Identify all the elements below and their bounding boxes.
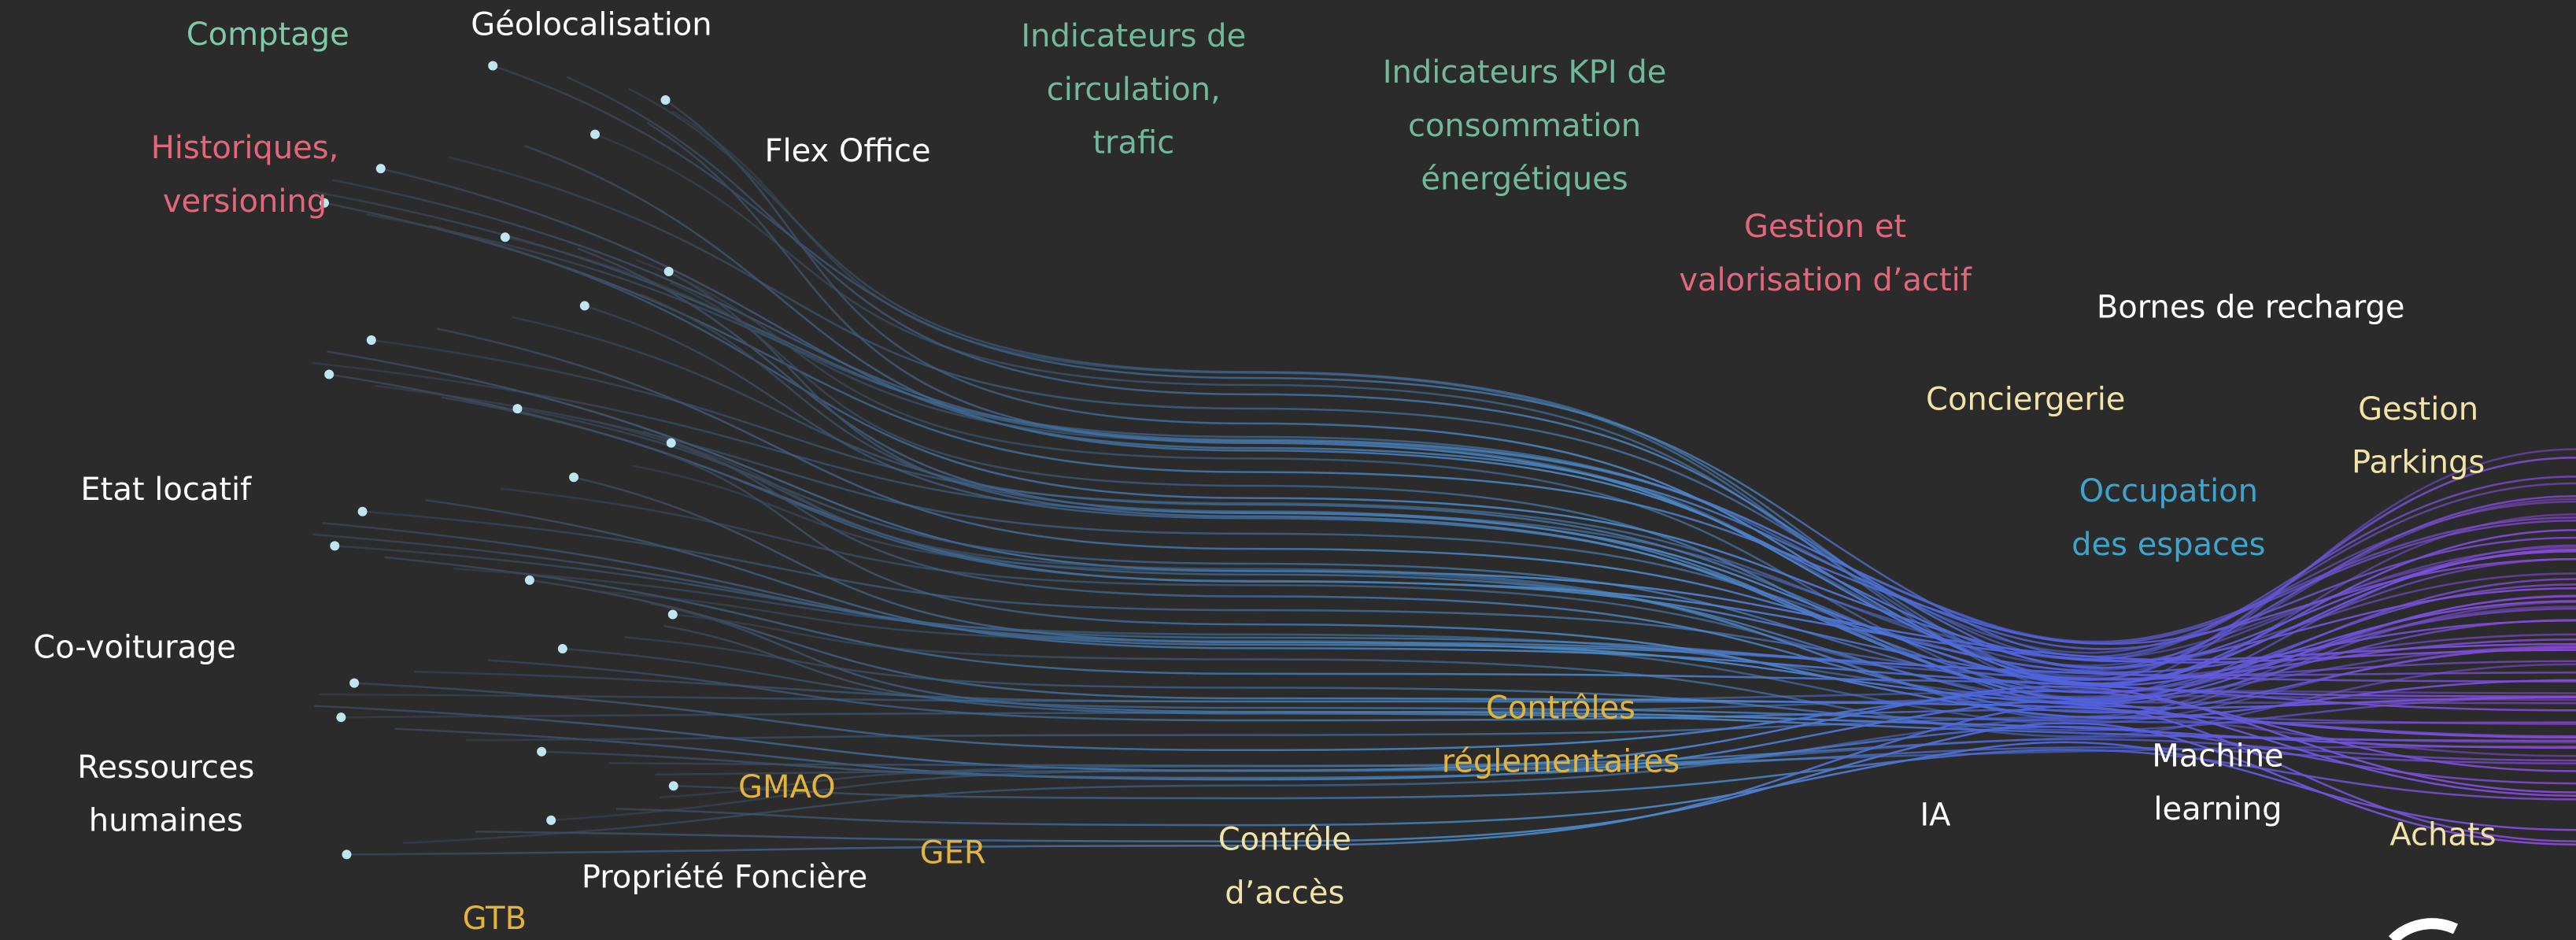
label-line: IA (1920, 797, 1951, 833)
label-line: humaines (89, 803, 243, 839)
label-line: consommation (1408, 108, 1641, 144)
label-line: Conciergerie (1926, 381, 2125, 417)
label-line: Etat locatif (80, 472, 252, 508)
label-line: Géolocalisation (471, 6, 711, 43)
dot (669, 781, 678, 790)
dot (546, 816, 556, 825)
label-line: Contrôle (1218, 822, 1351, 858)
label-line: Gestion et (1744, 209, 1906, 245)
label-line: Occupation (2079, 473, 2258, 509)
label-line: Comptage (187, 17, 349, 53)
dot (668, 609, 678, 619)
label-line: GMAO (738, 769, 836, 805)
label-line: GTB (463, 901, 527, 937)
label-line: Propriété Foncière (582, 860, 867, 896)
dot (501, 232, 510, 242)
dot (664, 267, 674, 276)
dot (661, 95, 671, 105)
label-line: énergétiques (1421, 161, 1628, 198)
dot (525, 575, 534, 585)
label-line: des espaces (2072, 527, 2265, 563)
label-line: trafic (1092, 125, 1174, 161)
dot (537, 747, 546, 757)
dot (512, 404, 522, 413)
label-line: Bornes de recharge (2097, 289, 2405, 325)
dot (569, 472, 578, 482)
dot (367, 335, 376, 345)
dot (358, 507, 368, 516)
dot (349, 679, 359, 688)
label-line: Indicateurs KPI de (1383, 54, 1667, 91)
label-line: réglementaires (1442, 744, 1680, 780)
label-line: versioning (163, 183, 327, 220)
label-line: Co-voiturage (33, 630, 236, 666)
dot (580, 301, 589, 310)
label-line: Gestion (2358, 391, 2478, 427)
label-line: d’accès (1225, 875, 1344, 912)
label-line: Parkings (2352, 445, 2485, 481)
label-line: Indicateurs de (1021, 18, 1246, 54)
label-line: Achats (2389, 816, 2496, 853)
diagram: Comptage Géolocalisation Historiques, versi… (0, 0, 2576, 940)
dot (342, 849, 351, 859)
label-line: Flex Office (764, 133, 930, 169)
dot (558, 644, 567, 653)
label-line: GER (920, 835, 986, 871)
label-line: circulation, (1047, 72, 1221, 108)
dot (336, 712, 346, 722)
label-line: Ressources (77, 749, 254, 786)
dot (330, 541, 339, 550)
label-line: Contrôles (1486, 690, 1635, 727)
label-line: learning (2153, 791, 2282, 827)
label-line: valorisation d’actif (1679, 262, 1972, 298)
dot (488, 61, 497, 70)
dot (590, 130, 600, 139)
dot (376, 164, 386, 173)
dot (667, 439, 676, 448)
label-line: Machine (2152, 738, 2283, 774)
dot (324, 370, 334, 379)
label-line: Historiques, (151, 130, 339, 166)
